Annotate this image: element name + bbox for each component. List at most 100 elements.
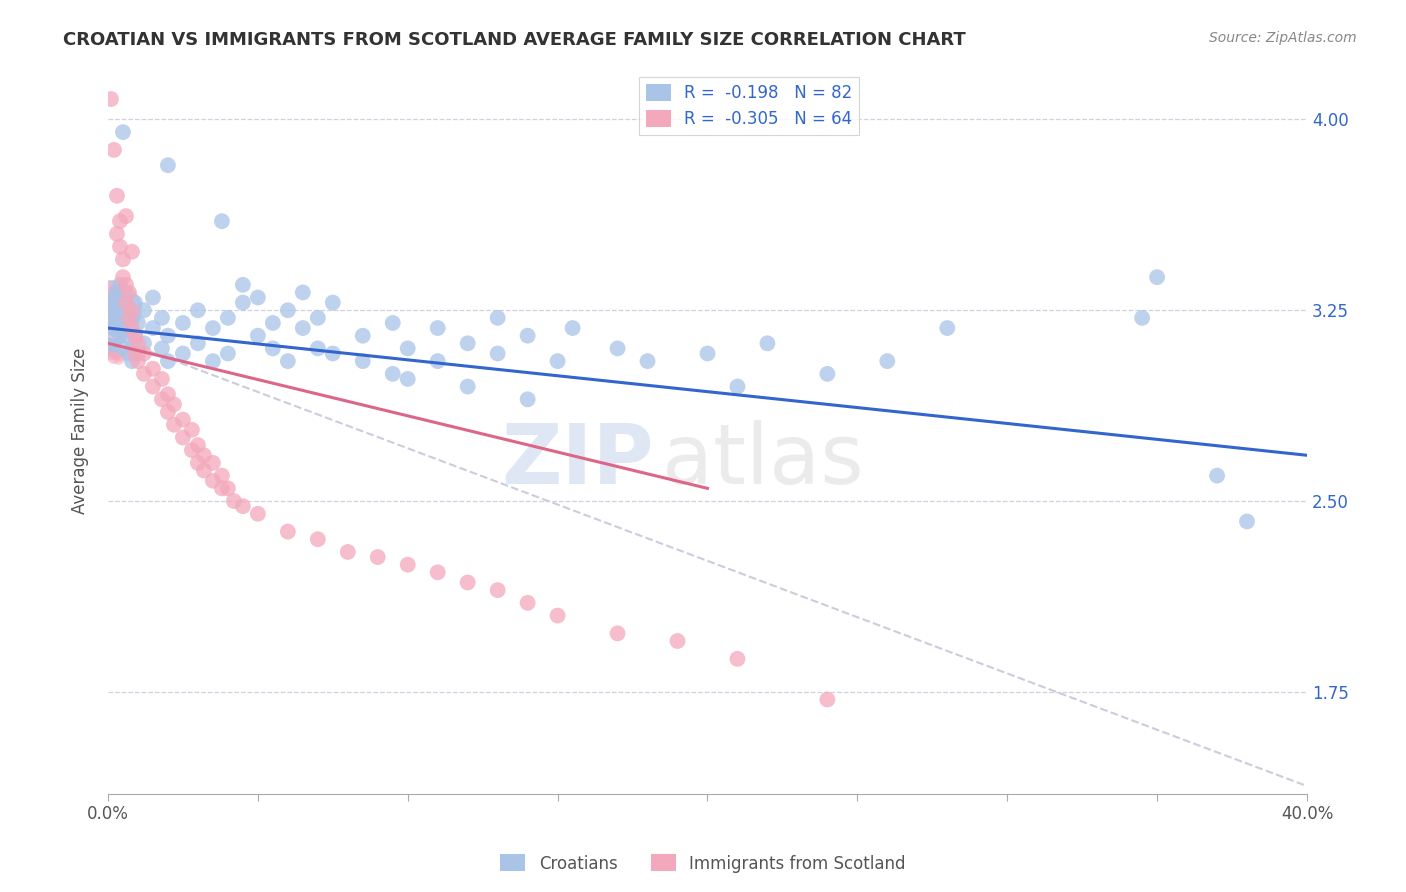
Point <box>156 405 179 419</box>
Point <box>163 397 186 411</box>
Point <box>156 387 179 401</box>
Point <box>105 227 128 241</box>
Point <box>1146 270 1168 285</box>
Point <box>104 284 127 298</box>
Point <box>217 346 239 360</box>
Point <box>127 316 149 330</box>
Point <box>352 354 374 368</box>
Point <box>104 291 127 305</box>
Point <box>187 438 209 452</box>
Point <box>103 329 125 343</box>
Point <box>150 310 173 325</box>
Point <box>322 295 344 310</box>
Point <box>815 367 838 381</box>
Point <box>381 367 404 381</box>
Point <box>104 340 127 354</box>
Point <box>201 321 224 335</box>
Point <box>98 316 121 330</box>
Point <box>486 346 509 360</box>
Point <box>103 310 125 325</box>
Point <box>127 346 149 360</box>
Point <box>103 293 125 307</box>
Point <box>336 545 359 559</box>
Point <box>104 313 127 327</box>
Point <box>367 549 389 564</box>
Point <box>108 303 131 318</box>
Point <box>172 346 194 360</box>
Point <box>98 335 121 350</box>
Point <box>100 280 122 294</box>
Point <box>246 507 269 521</box>
Point <box>516 392 538 407</box>
Point <box>396 342 419 356</box>
Point <box>1236 515 1258 529</box>
Point <box>201 474 224 488</box>
Point <box>105 330 128 344</box>
Point <box>696 346 718 360</box>
Point <box>111 295 134 310</box>
Point <box>1130 310 1153 325</box>
Point <box>232 277 254 292</box>
Point <box>132 336 155 351</box>
Point <box>111 342 134 356</box>
Point <box>163 417 186 432</box>
Point <box>132 346 155 360</box>
Point <box>101 309 124 323</box>
Point <box>291 285 314 300</box>
Point <box>101 326 124 340</box>
Point <box>815 692 838 706</box>
Point <box>101 328 124 343</box>
Point <box>105 285 128 300</box>
Point <box>232 295 254 310</box>
Point <box>111 270 134 285</box>
Point <box>121 342 143 356</box>
Point <box>246 291 269 305</box>
Point <box>104 282 127 296</box>
Point <box>193 464 215 478</box>
Point <box>132 303 155 318</box>
Point <box>105 321 128 335</box>
Legend: Croatians, Immigrants from Scotland: Croatians, Immigrants from Scotland <box>494 847 912 880</box>
Point <box>132 367 155 381</box>
Point <box>222 494 245 508</box>
Point <box>100 320 122 334</box>
Point <box>426 566 449 580</box>
Point <box>103 291 125 305</box>
Point <box>118 310 141 325</box>
Point <box>307 533 329 547</box>
Point <box>104 316 127 330</box>
Point <box>150 342 173 356</box>
Point <box>666 634 689 648</box>
Point <box>486 583 509 598</box>
Point <box>172 316 194 330</box>
Point <box>105 346 128 360</box>
Point <box>98 316 121 330</box>
Point <box>277 303 299 318</box>
Point <box>103 295 125 310</box>
Point <box>107 325 129 339</box>
Point <box>108 348 131 362</box>
Point <box>100 312 122 326</box>
Point <box>637 354 659 368</box>
Point <box>105 334 128 349</box>
Point <box>104 301 127 316</box>
Point <box>115 277 138 292</box>
Point <box>98 293 121 307</box>
Point <box>111 125 134 139</box>
Point <box>121 310 143 325</box>
Point <box>180 423 202 437</box>
Point <box>103 285 125 300</box>
Point <box>115 310 138 325</box>
Point <box>142 361 165 376</box>
Point <box>108 278 131 293</box>
Point <box>101 295 124 310</box>
Point <box>105 316 128 330</box>
Point <box>104 320 127 334</box>
Point <box>486 310 509 325</box>
Point <box>118 303 141 318</box>
Point <box>201 456 224 470</box>
Point <box>516 596 538 610</box>
Point <box>108 328 131 343</box>
Point <box>124 328 146 343</box>
Point <box>180 443 202 458</box>
